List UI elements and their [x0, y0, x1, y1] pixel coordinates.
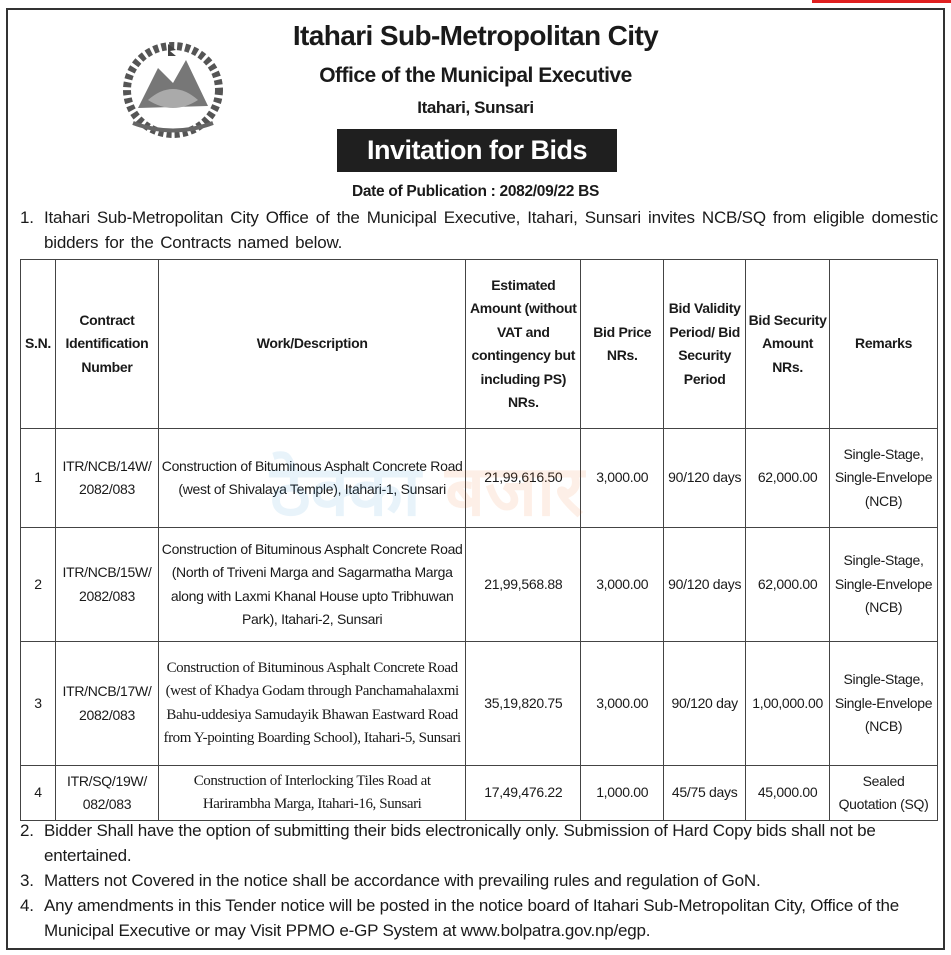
table-header-row: S.N. Contract Identification Number Work… — [20, 259, 938, 429]
location: Itahari, Sunsari — [417, 98, 534, 117]
cell-contract-id: ITR/NCB/17W/ 2082/083 — [54, 641, 159, 766]
cell-estimated-amount: 21,99,616.50 — [465, 428, 582, 528]
header-estimated-amount: Estimated Amount (without VAT and contin… — [465, 259, 582, 429]
paragraph-1: 1. Itahari Sub-Metropolitan City Office … — [20, 205, 938, 255]
cell-bid-security: 45,000.00 — [745, 765, 831, 821]
notice-border — [6, 8, 945, 950]
header-bid-security: Bid Security Amount NRs. — [745, 259, 831, 429]
paragraph-text: Matters not Covered in the notice shall … — [44, 871, 761, 890]
header-description: Work/Description — [157, 259, 467, 429]
paragraph-2: 2. Bidder Shall have the option of submi… — [20, 818, 938, 868]
organization-name: Itahari Sub-Metropolitan City — [292, 20, 659, 51]
office-name: Office of the Municipal Executive — [319, 64, 632, 87]
cell-description: Construction of Bituminous Asphalt Concr… — [157, 428, 467, 528]
notice-title: Invitation for Bids — [337, 129, 617, 172]
cell-bid-validity: 45/75 days — [663, 765, 747, 821]
cell-contract-id: ITR/NCB/14W/ 2082/083 — [54, 428, 159, 528]
nepal-government-emblem-icon — [123, 42, 223, 138]
top-red-line — [812, 0, 951, 3]
cell-estimated-amount: 17,49,476.22 — [465, 765, 582, 821]
cell-estimated-amount: 21,99,568.88 — [465, 527, 582, 642]
paragraph-3: 3. Matters not Covered in the notice sha… — [20, 868, 938, 893]
cell-sn: 4 — [20, 765, 56, 821]
paragraph-text: Any amendments in this Tender notice wil… — [44, 896, 900, 940]
paragraph-number: 3. — [20, 871, 34, 890]
paragraph-text: Bidder Shall have the option of submitti… — [44, 821, 876, 865]
cell-estimated-amount: 35,19,820.75 — [465, 641, 582, 766]
table-row: 2 ITR/NCB/15W/ 2082/083 Construction of … — [20, 527, 938, 642]
cell-bid-price: 3,000.00 — [580, 527, 665, 642]
cell-contract-id: ITR/NCB/15W/ 2082/083 — [54, 527, 159, 642]
publication-date: Date of Publication : 2082/09/22 BS — [351, 183, 600, 200]
cell-sn: 2 — [20, 527, 56, 642]
header-remarks: Remarks — [829, 259, 938, 429]
cell-description: Construction of Bituminous Asphalt Concr… — [157, 527, 467, 642]
paragraph-number: 4. — [20, 896, 34, 915]
table-row: 1 ITR/NCB/14W/ 2082/083 Construction of … — [20, 428, 938, 528]
cell-sn: 1 — [20, 428, 56, 528]
header-bid-validity: Bid Validity Period/ Bid Security Period — [663, 259, 747, 429]
paragraph-text: Itahari Sub-Metropolitan City Office of … — [44, 208, 938, 252]
cell-bid-price: 1,000.00 — [580, 765, 665, 821]
cell-description: Construction of Bituminous Asphalt Concr… — [157, 641, 467, 766]
cell-bid-validity: 90/120 days — [663, 527, 747, 642]
paragraph-4: 4. Any amendments in this Tender notice … — [20, 893, 938, 943]
header-sn: S.N. — [20, 259, 56, 429]
cell-contract-id: ITR/SQ/19W/ 082/083 — [54, 765, 159, 821]
header-bid-price: Bid Price NRs. — [580, 259, 665, 429]
contracts-table: S.N. Contract Identification Number Work… — [20, 259, 938, 821]
cell-bid-security: 1,00,000.00 — [745, 641, 831, 766]
cell-sn: 3 — [20, 641, 56, 766]
table-row: 3 ITR/NCB/17W/ 2082/083 Construction of … — [20, 641, 938, 766]
paragraph-number: 2. — [20, 821, 34, 840]
cell-bid-validity: 90/120 days — [663, 428, 747, 528]
cell-bid-security: 62,000.00 — [745, 527, 831, 642]
table-row: 4 ITR/SQ/19W/ 082/083 Construction of In… — [20, 765, 938, 821]
cell-bid-security: 62,000.00 — [745, 428, 831, 528]
cell-bid-validity: 90/120 day — [663, 641, 747, 766]
header-contract-id: Contract Identification Number — [54, 259, 159, 429]
cell-description: Construction of Interlocking Tiles Road … — [157, 765, 467, 821]
paragraph-number: 1. — [20, 208, 34, 227]
cell-bid-price: 3,000.00 — [580, 428, 665, 528]
cell-remarks: Single-Stage, Single-Envelope (NCB) — [829, 428, 938, 528]
cell-remarks: Single-Stage, Single-Envelope (NCB) — [829, 527, 938, 642]
cell-bid-price: 3,000.00 — [580, 641, 665, 766]
cell-remarks: Sealed Quotation (SQ) — [829, 765, 938, 821]
cell-remarks: Single-Stage, Single-Envelope (NCB) — [829, 641, 938, 766]
